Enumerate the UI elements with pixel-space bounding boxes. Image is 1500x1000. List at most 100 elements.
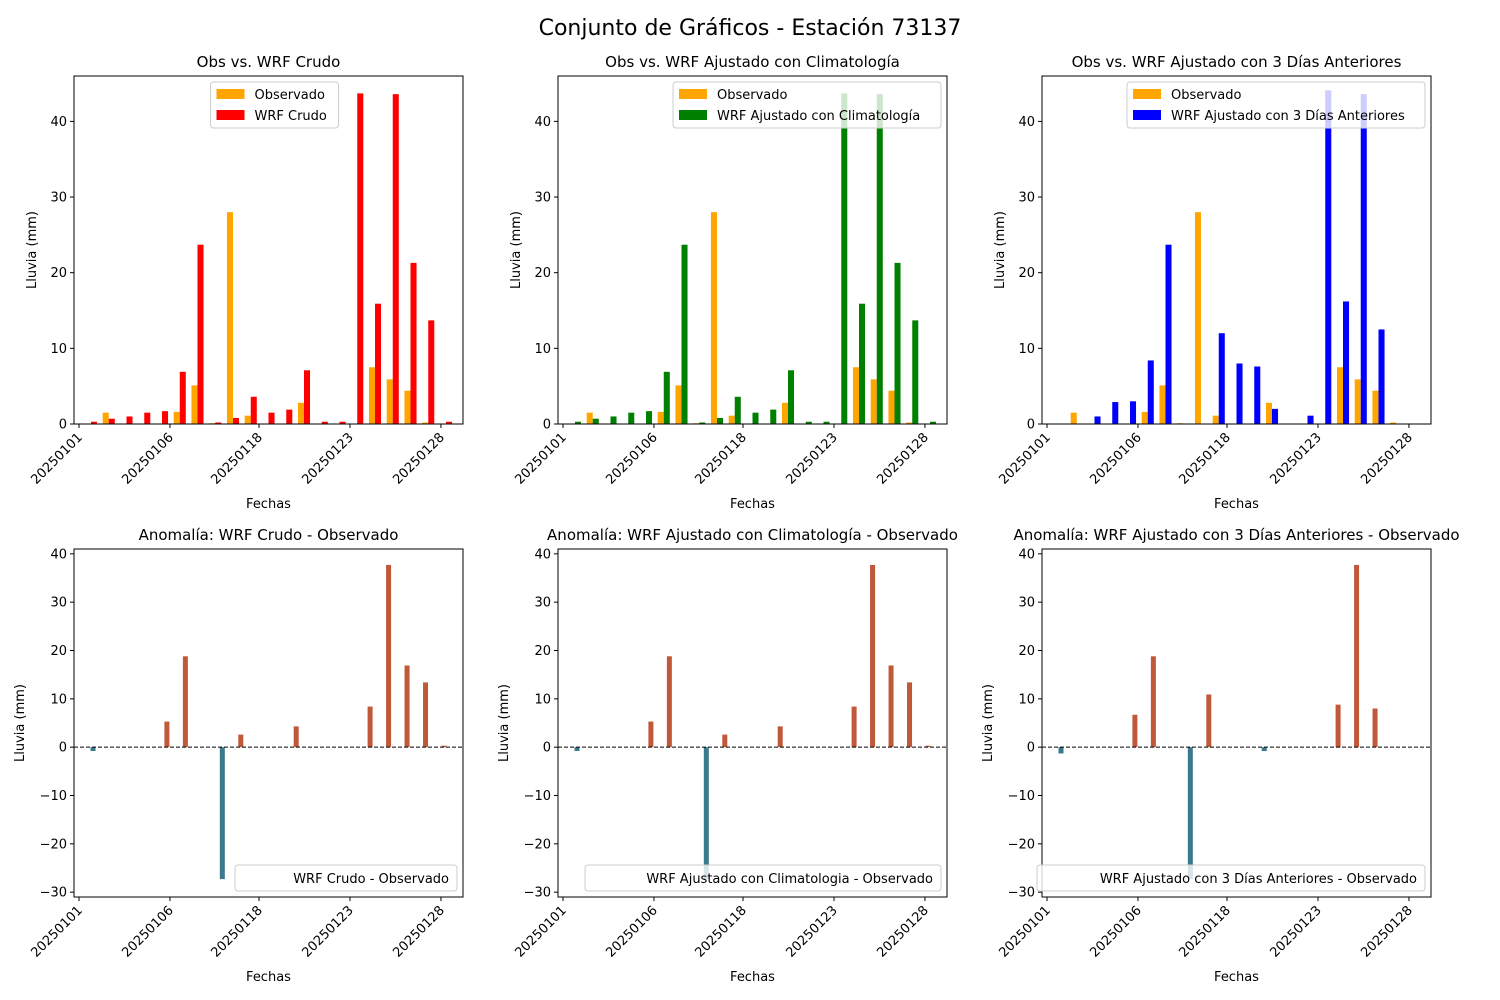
bar [1094, 416, 1101, 424]
bar [179, 371, 186, 424]
bar [162, 411, 169, 424]
bar [657, 411, 664, 424]
axes-frame [1041, 548, 1432, 898]
x-tick-label: 20250128 [390, 430, 447, 487]
bar [710, 212, 717, 424]
x-tick-label: 20250118 [208, 903, 265, 960]
legend: WRF Ajustado con Climatologia - Observad… [584, 864, 942, 892]
bar [321, 421, 328, 424]
x-tick-label: 20250123 [1267, 903, 1324, 960]
bar [1272, 408, 1279, 424]
bar [1390, 422, 1397, 424]
x-axis-label: Fechas [730, 497, 775, 512]
bar [574, 747, 580, 752]
bar [1343, 301, 1350, 424]
bar [1070, 412, 1077, 424]
subplot-title: Anomalía: WRF Ajustado con 3 Días Anteri… [1013, 526, 1459, 544]
bar [1212, 415, 1219, 424]
bar [375, 303, 382, 424]
y-tick-label: −20 [1008, 837, 1035, 852]
bar [1378, 329, 1385, 424]
bar [717, 417, 724, 424]
legend: WRF Ajustado con 3 Días Anteriores - Obs… [1036, 864, 1426, 892]
bar [1261, 747, 1267, 752]
bar [233, 417, 240, 424]
x-tick-label: 20250128 [874, 430, 931, 487]
bar [666, 656, 672, 748]
figure-title: Conjunto de Gráficos - Estación 73137 [538, 16, 962, 41]
legend: Observado WRF Ajustado con 3 Días Anterio… [1126, 81, 1426, 129]
bar [91, 421, 98, 424]
y-tick-label: −20 [524, 837, 551, 852]
y-tick-label: 20 [534, 644, 551, 659]
x-tick-label: 20250106 [603, 903, 660, 960]
axes-frame [557, 75, 948, 425]
y-axis-label: Lluvia (mm) [981, 684, 996, 762]
legend-box [1036, 864, 1426, 892]
bar [699, 422, 706, 424]
bar [1254, 366, 1261, 424]
subplot-title: Anomalía: WRF Ajustado con Climatología … [547, 526, 958, 544]
bar [357, 93, 364, 425]
bar [930, 421, 937, 424]
bar [173, 411, 180, 424]
bar [1187, 747, 1193, 880]
bar [788, 370, 795, 424]
bar [1112, 402, 1119, 424]
legend-swatch [1133, 89, 1161, 99]
bar [859, 303, 866, 424]
y-tick-label: 30 [534, 191, 551, 206]
bar [888, 390, 895, 424]
bar [1335, 704, 1341, 748]
bar [1354, 564, 1360, 748]
y-tick-label: 20 [1018, 644, 1035, 659]
subplot-title: Obs vs. WRF Ajustado con 3 Días Anterior… [1072, 53, 1402, 71]
x-tick-label: 20250101 [28, 430, 85, 487]
legend-label: Observado [1171, 88, 1242, 103]
x-tick-label: 20250106 [1087, 903, 1144, 960]
bar [894, 262, 901, 424]
bar [197, 244, 204, 424]
x-tick-label: 20250106 [603, 430, 660, 487]
bar [912, 320, 919, 424]
bar [182, 656, 188, 748]
axes-frame [73, 75, 464, 425]
subplot-title: Obs vs. WRF Crudo [197, 53, 341, 71]
bar [102, 412, 109, 424]
x-tick-label: 20250118 [1176, 430, 1233, 487]
x-axis-label: Fechas [246, 970, 291, 985]
bar [90, 747, 96, 752]
bar [592, 418, 599, 424]
bar [1236, 363, 1243, 424]
bar [628, 412, 635, 424]
bar [339, 421, 346, 424]
bar [1206, 694, 1212, 748]
x-tick-label: 20250106 [119, 430, 176, 487]
axes-frame [557, 548, 948, 898]
legend-swatch [216, 110, 245, 120]
subplot-title: Anomalía: WRF Crudo - Observado [139, 526, 399, 544]
x-tick-label: 20250128 [1358, 430, 1415, 487]
bar [250, 396, 257, 424]
bar [805, 421, 812, 424]
bar [681, 244, 688, 424]
y-tick-label: 30 [1018, 191, 1035, 206]
bar [907, 682, 913, 748]
bar [823, 421, 830, 424]
x-tick-label: 20250106 [1087, 430, 1144, 487]
legend-label: Observado [717, 88, 788, 103]
bar [1307, 415, 1314, 424]
bar [1130, 401, 1137, 424]
bar [238, 734, 244, 748]
bar [851, 706, 857, 748]
bar [108, 418, 115, 424]
bar [1132, 714, 1138, 748]
subplot-5: −30 −20 −10 0 10 20 30 40 20250101 20250106 202501… [497, 526, 958, 985]
legend-swatch [216, 89, 245, 99]
bar [852, 367, 859, 424]
x-axis-label: Fechas [246, 497, 291, 512]
bar [575, 421, 582, 424]
bar [1150, 656, 1156, 748]
bar [297, 402, 304, 424]
